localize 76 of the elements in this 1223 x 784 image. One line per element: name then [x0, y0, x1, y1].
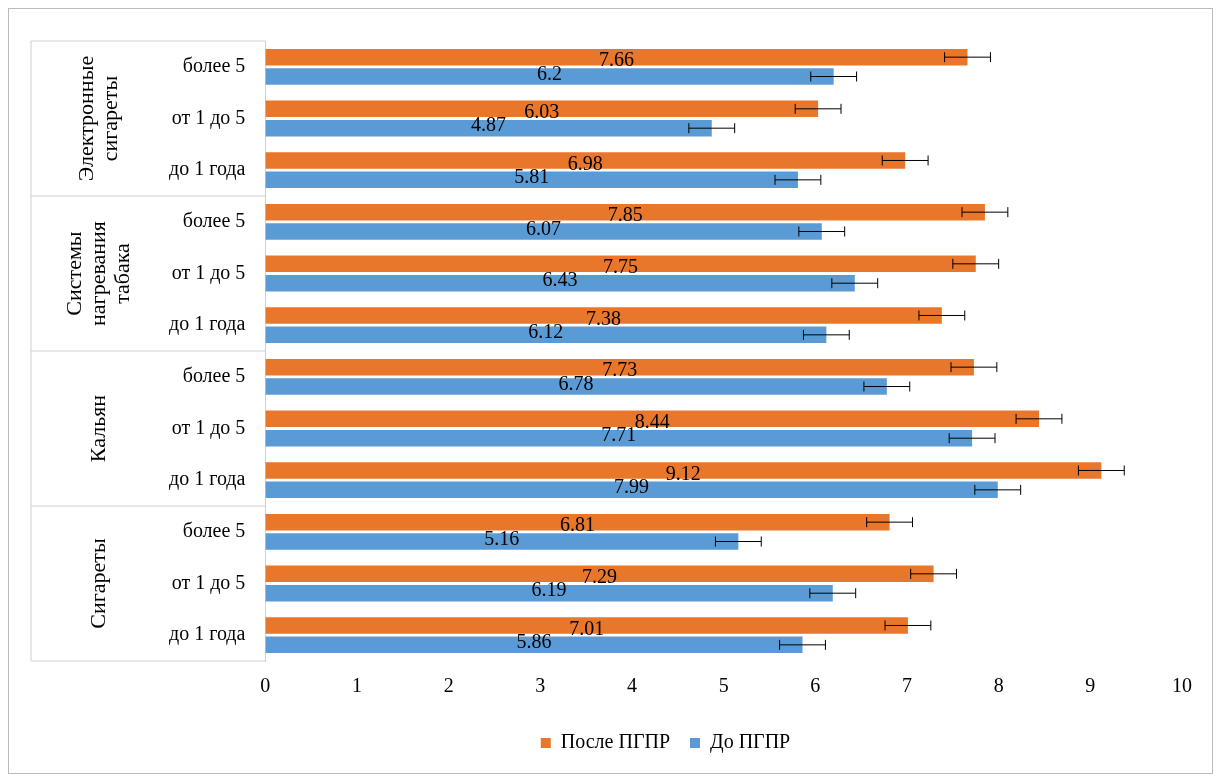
- data-label: 6.07: [526, 216, 562, 239]
- data-label: 6.19: [531, 578, 567, 601]
- y-tick-label: более 5: [182, 209, 246, 232]
- x-tick-label: 5: [718, 674, 729, 697]
- bar: [265, 255, 976, 273]
- x-tick-label: 7: [902, 674, 913, 697]
- bar: [265, 533, 739, 550]
- y-tick-label: до 1 года: [169, 312, 246, 336]
- x-tick-label: 8: [993, 674, 1004, 697]
- y-tick-label: более 5: [182, 54, 246, 77]
- y-tick-label: до 1 года: [169, 622, 246, 646]
- bar: [265, 513, 890, 531]
- data-label: 7.85: [607, 203, 643, 226]
- text: Системы нагревания табака: [60, 221, 134, 326]
- x-tick-label: 0: [260, 674, 271, 697]
- text: Сигареты: [84, 538, 110, 629]
- bar: [265, 636, 803, 654]
- x-tick-label: 10: [1172, 674, 1192, 697]
- data-label: 7.99: [614, 475, 650, 498]
- bar: [265, 68, 834, 85]
- data-label: 4.87: [471, 113, 507, 136]
- bar: [265, 429, 973, 447]
- bar: [265, 48, 968, 66]
- bar: [265, 410, 1039, 428]
- y-tick-label: от 1 до 5: [171, 105, 246, 129]
- data-label: 7.73: [602, 358, 638, 381]
- data-label: 8.44: [634, 410, 670, 433]
- bar: [265, 481, 998, 499]
- bar: [265, 617, 908, 634]
- data-label: 5.16: [484, 526, 520, 549]
- bar: [265, 307, 942, 324]
- bar: [265, 462, 1102, 479]
- y-tick-label: более 5: [182, 519, 246, 542]
- data-label: 9.12: [665, 461, 701, 484]
- legend-label: После ПГПР: [560, 730, 671, 753]
- bar: [265, 358, 974, 376]
- x-tick-label: 2: [443, 674, 454, 697]
- bar: [265, 584, 833, 602]
- x-tick-label: 3: [535, 674, 546, 697]
- legend-label: До ПГПР: [710, 730, 791, 754]
- y-tick-label: от 1 до 5: [171, 415, 246, 439]
- bar: [265, 565, 934, 583]
- y-tick-label: до 1 года: [169, 157, 246, 181]
- x-tick-label: 9: [1085, 674, 1096, 697]
- data-label: 6.2: [537, 61, 563, 84]
- y-tick-label: от 1 до 5: [171, 260, 246, 284]
- bar: [265, 223, 822, 240]
- bar: [265, 203, 985, 221]
- bar: [265, 152, 906, 169]
- data-label: 6.81: [559, 513, 595, 536]
- data-label: 6.98: [567, 151, 603, 174]
- x-tick-label: 1: [352, 674, 363, 697]
- y-tick-label: до 1 года: [169, 467, 246, 491]
- data-label: 6.03: [524, 100, 560, 123]
- y-tick-label: более 5: [182, 364, 246, 387]
- text: Электронные сигареты: [72, 55, 122, 182]
- bar: [265, 274, 855, 292]
- bar: [265, 171, 798, 189]
- data-label: 7.01: [569, 616, 605, 639]
- bar: [265, 100, 819, 118]
- data-label: 6.78: [558, 371, 594, 394]
- data-label: 7.29: [581, 565, 617, 588]
- data-label: 5.81: [514, 165, 550, 188]
- y-tick-label: от 1 до 5: [171, 570, 246, 594]
- data-label: 7.66: [598, 48, 634, 71]
- data-label: 6.12: [528, 320, 564, 343]
- data-label: 7.38: [586, 306, 622, 329]
- x-tick-label: 4: [627, 674, 638, 697]
- data-label: 5.86: [516, 630, 552, 653]
- x-tick-label: 6: [810, 674, 821, 697]
- bar: [265, 119, 712, 137]
- data-label: 7.75: [603, 255, 639, 278]
- text: Кальян: [84, 394, 110, 463]
- bar: [265, 326, 827, 344]
- bar: [265, 378, 887, 395]
- data-label: 6.43: [542, 268, 578, 291]
